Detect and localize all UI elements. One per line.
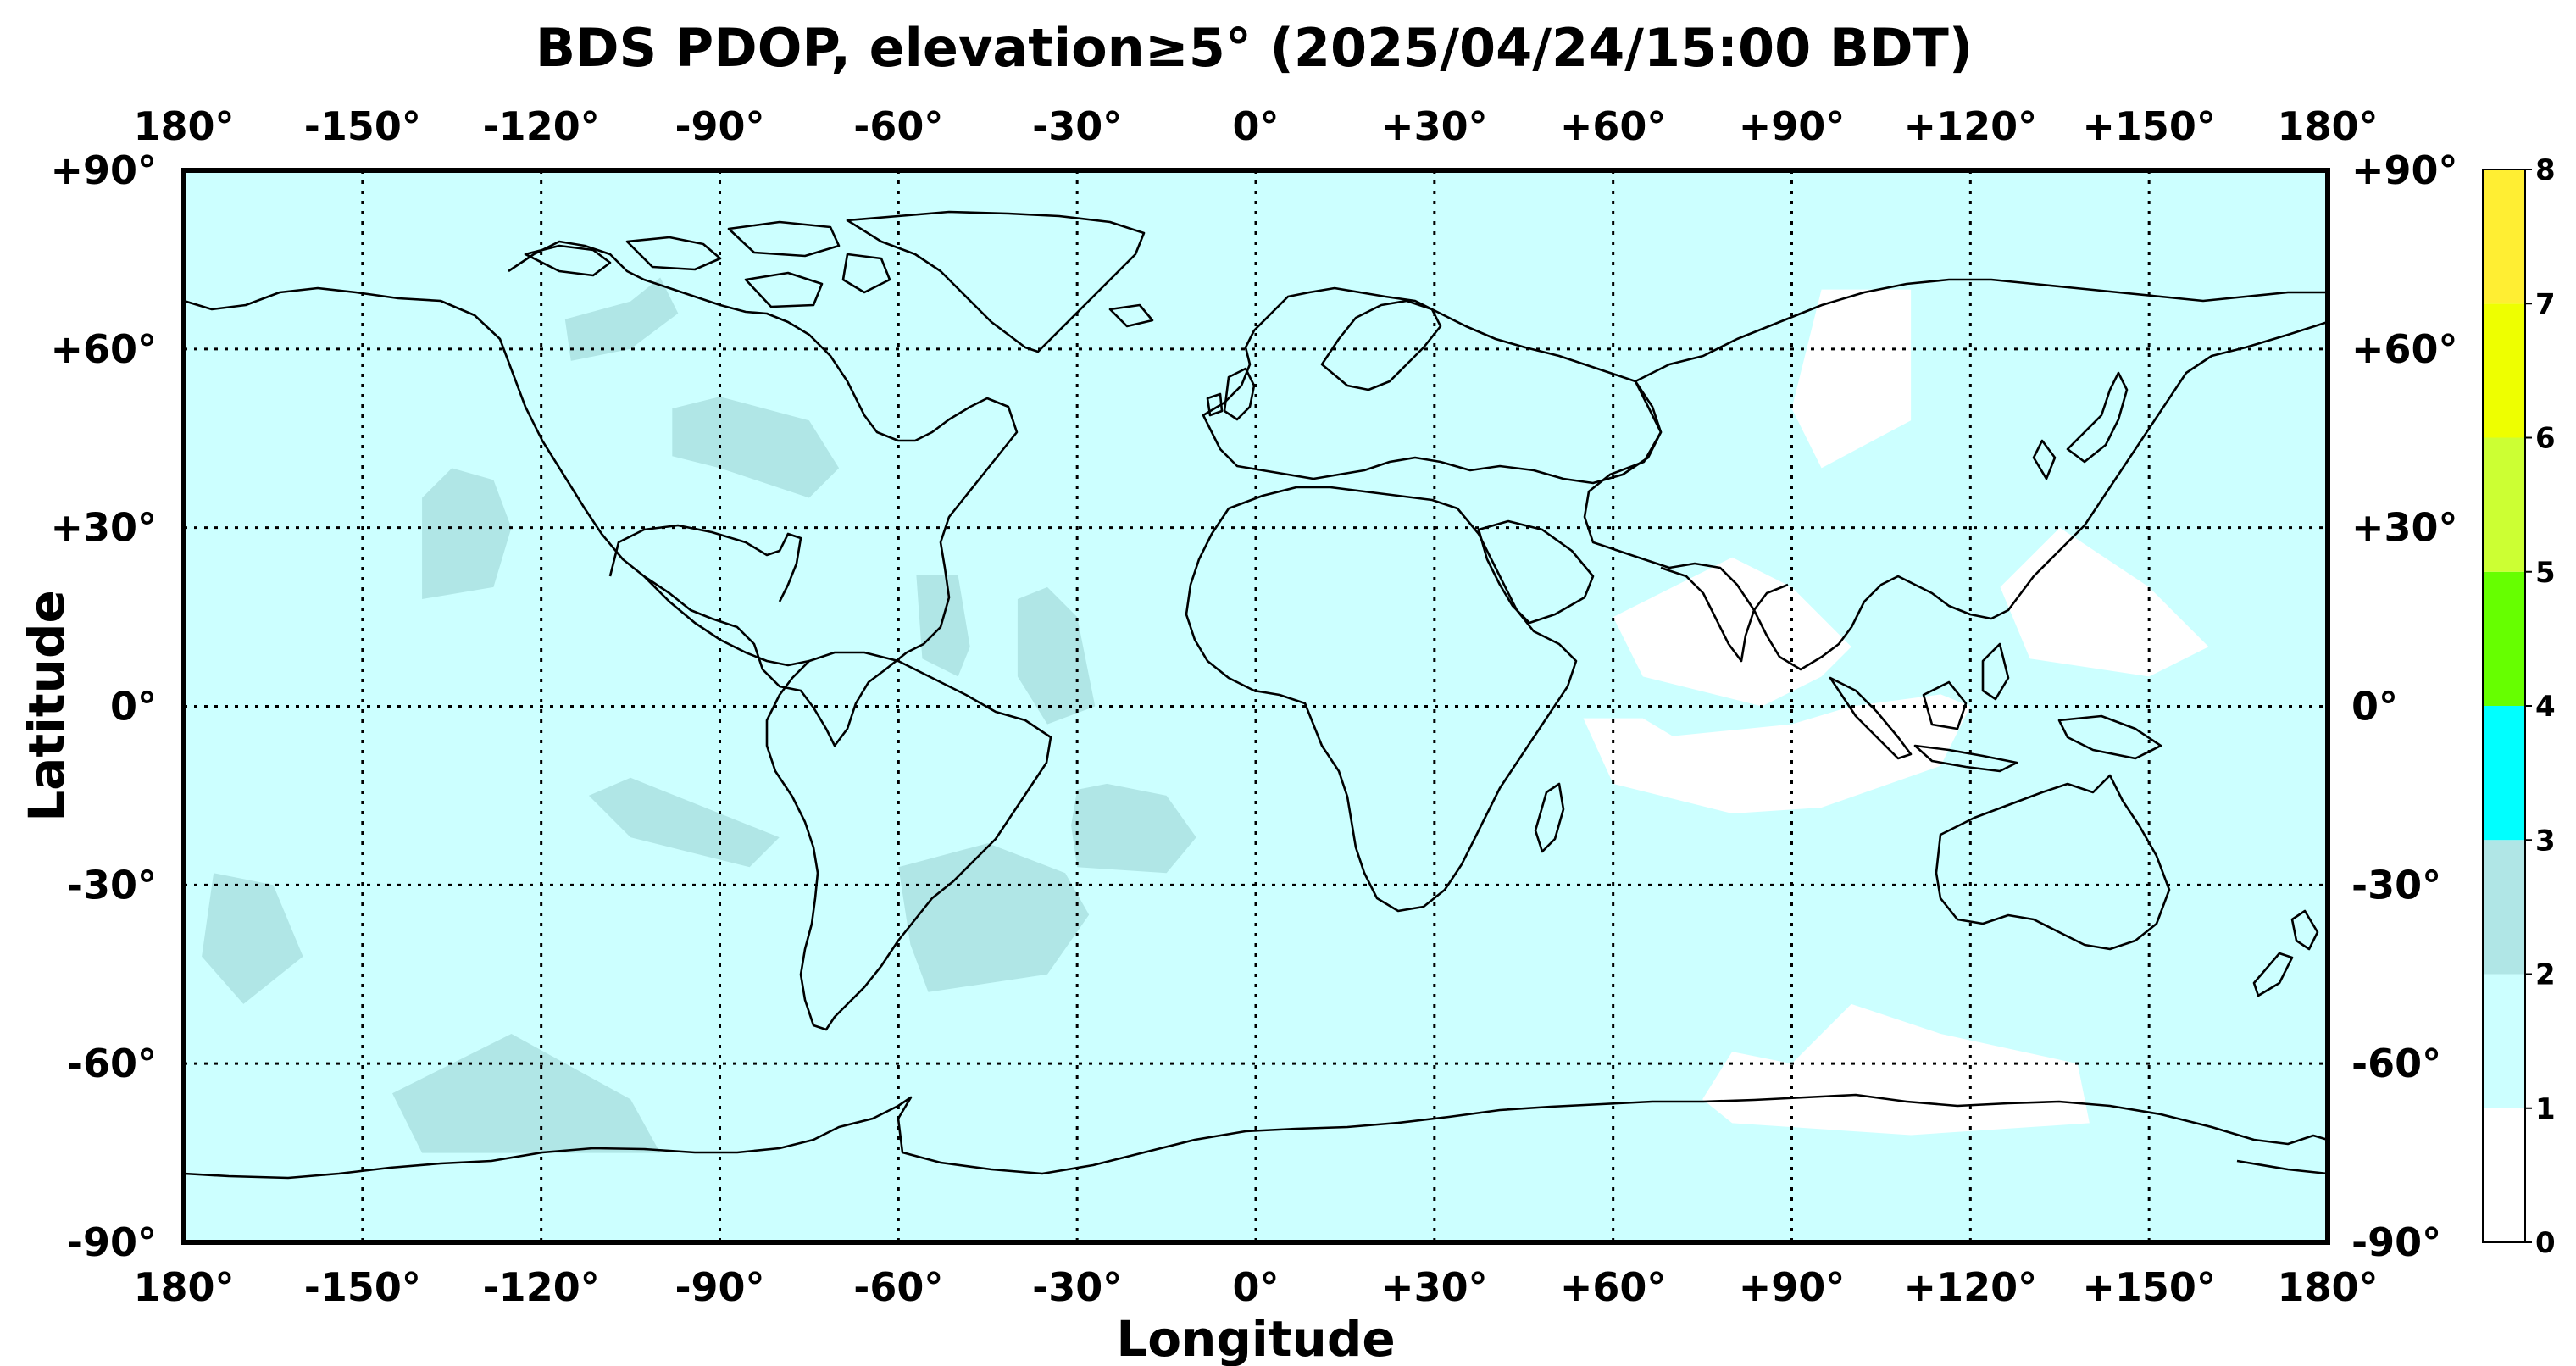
lat-tick-label-left: -30°: [67, 862, 157, 908]
lon-tick-label-top: +90°: [1739, 103, 1846, 149]
lon-tick-label-top: -150°: [304, 103, 421, 149]
lon-tick-label-top: -60°: [853, 103, 943, 149]
colorbar-segment: [2483, 571, 2525, 706]
pdop-region: [1071, 783, 1196, 874]
coastline-india: [1660, 566, 1789, 663]
colorbar-tick-label: 0: [2535, 1226, 2556, 1260]
lat-tick-label-left: +60°: [50, 326, 157, 372]
coastline-southeast-asia-islands: [1829, 642, 2162, 773]
lon-tick-label-top: 0°: [1232, 103, 1279, 149]
colorbar-segment: [2483, 1108, 2525, 1242]
lon-tick-label-bottom: 180°: [133, 1264, 234, 1310]
map-title: BDS PDOP, elevation≥5° (2025/04/24/15:00…: [536, 17, 1973, 79]
lon-tick-label-bottom: -60°: [853, 1264, 943, 1310]
lat-tick-label-left: +90°: [50, 147, 157, 193]
lon-tick-label-top: 180°: [133, 103, 234, 149]
pdop-region: [672, 397, 840, 498]
lat-tick-label-left: -60°: [67, 1041, 157, 1086]
lat-tick-label-right: 0°: [2351, 684, 2398, 730]
pdop-region: [2000, 527, 2209, 677]
colorbar-segment: [2483, 706, 2525, 841]
colorbar-tick-label: 6: [2535, 422, 2556, 456]
pdop-region: [916, 575, 970, 677]
colorbar-tick-label: 3: [2535, 824, 2556, 858]
colorbar-segment: [2483, 974, 2525, 1108]
lat-tick-label-left: +30°: [50, 505, 157, 551]
coastline-north-america: [184, 240, 1019, 747]
pdop-region: [898, 843, 1090, 992]
coastline-new-zealand: [2252, 909, 2319, 997]
lon-tick-label-bottom: -90°: [675, 1264, 764, 1310]
colorbar-tick-label: 1: [2535, 1092, 2556, 1126]
pdop-region: [1583, 694, 1971, 813]
y-axis-label: Latitude: [18, 590, 75, 822]
pdop-region: [588, 777, 780, 868]
lon-tick-label-bottom: -30°: [1032, 1264, 1122, 1310]
coastline-gulf-of-mexico: [608, 524, 802, 602]
coastline-madagascar: [1534, 782, 1565, 853]
coastline-japan-korea: [2032, 371, 2129, 480]
colorbar-segment: [2483, 840, 2525, 975]
lat-tick-label-right: -30°: [2351, 862, 2441, 908]
lat-tick-label-right: -90°: [2351, 1219, 2441, 1265]
pdop-region: [1017, 586, 1096, 725]
lon-tick-label-top: +120°: [1904, 103, 2038, 149]
coastline-australia: [1935, 774, 2171, 951]
coastline-central-america: [643, 575, 810, 667]
lon-tick-label-top: 180°: [2277, 103, 2378, 149]
coastline-antarctica-tail: [2236, 1159, 2328, 1175]
coastline-asia: [1583, 278, 2328, 671]
coastline-south-america: [765, 651, 1052, 1031]
tick-labels: 180° 180° -150° -150° -120° -120° -90° -90° -60°…: [50, 103, 2457, 1310]
x-axis-label: Longitude: [1116, 1310, 1395, 1366]
lat-tick-label-right: +60°: [2351, 326, 2458, 372]
pdop-region: [202, 873, 303, 1004]
lon-tick-label-bottom: +150°: [2082, 1264, 2216, 1310]
pdop-region: [564, 277, 679, 361]
colorbar-segment: [2483, 169, 2525, 304]
lon-tick-label-top: +150°: [2082, 103, 2216, 149]
colorbar-tick-label: 4: [2535, 690, 2556, 724]
lon-tick-label-bottom: 180°: [2277, 1264, 2378, 1310]
colorbar-segment: [2483, 437, 2525, 572]
coastline-greenland: [846, 210, 1146, 353]
lon-tick-label-top: +60°: [1560, 103, 1667, 149]
coastline-scandinavia: [1320, 299, 1442, 391]
coastline-antarctica: [184, 1093, 2328, 1180]
pdop-region: [1791, 289, 1912, 469]
lon-tick-label-bottom: -120°: [483, 1264, 600, 1310]
lon-tick-label-bottom: +120°: [1904, 1264, 2038, 1310]
colorbar-tick-label: 7: [2535, 287, 2556, 321]
coastline-british-isles: [1206, 367, 1256, 421]
lon-tick-label-bottom: +30°: [1381, 1264, 1488, 1310]
lon-tick-label-top: -120°: [483, 103, 600, 149]
graticule: [184, 170, 2328, 1242]
lon-tick-label-top: +30°: [1381, 103, 1488, 149]
lat-tick-label-right: +30°: [2351, 505, 2458, 551]
colorbar-tick-label: 5: [2535, 556, 2556, 590]
colorbar-tick-label: 8: [2535, 153, 2556, 187]
lat-tick-label-right: +90°: [2351, 147, 2458, 193]
lon-tick-label-top: -30°: [1032, 103, 1122, 149]
lon-tick-label-bottom: -150°: [304, 1264, 421, 1310]
colorbar-segment: [2483, 303, 2525, 438]
colorbar-tick-label: 2: [2535, 958, 2556, 992]
map-frame: [181, 168, 2330, 1245]
lon-tick-label-bottom: +60°: [1560, 1264, 1667, 1310]
colorbar: 0 1 2 3 4 5 6 7 8: [2482, 153, 2556, 1260]
lon-tick-label-top: -90°: [675, 103, 764, 149]
coastline-arctic-islands: [524, 220, 1154, 328]
pdop-regions: [202, 277, 2209, 1153]
lat-tick-label-right: -60°: [2351, 1041, 2441, 1086]
pdop-region: [1702, 1003, 2090, 1136]
lon-tick-label-bottom: 0°: [1232, 1264, 1279, 1310]
coastline-africa: [1185, 486, 1578, 913]
lat-tick-label-left: -90°: [67, 1219, 157, 1265]
lon-tick-label-bottom: +90°: [1739, 1264, 1846, 1310]
pdop-region: [422, 468, 512, 599]
lat-tick-label-left: 0°: [110, 684, 157, 730]
